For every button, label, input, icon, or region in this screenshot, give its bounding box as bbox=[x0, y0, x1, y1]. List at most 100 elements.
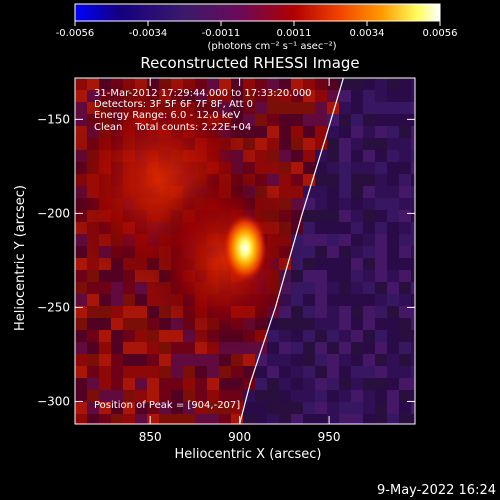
annotation-time-range: 31-Mar-2012 17:29:44.000 to 17:33:20.000 bbox=[94, 88, 312, 99]
heatmap-cell bbox=[243, 414, 255, 424]
heatmap-cell bbox=[339, 282, 351, 294]
heatmap-cell bbox=[255, 342, 267, 354]
heatmap-cell bbox=[267, 78, 279, 90]
heatmap-cell bbox=[327, 126, 339, 138]
heatmap-cell bbox=[315, 246, 327, 258]
heatmap-cell bbox=[147, 354, 159, 366]
heatmap-cell bbox=[267, 402, 279, 414]
heatmap-cell bbox=[351, 126, 363, 138]
heatmap-cell bbox=[303, 390, 315, 402]
heatmap-cell bbox=[315, 258, 327, 270]
heatmap-cell bbox=[279, 402, 291, 414]
heatmap-cell bbox=[339, 234, 351, 246]
heatmap-cell bbox=[327, 342, 339, 354]
heatmap-cell bbox=[291, 198, 303, 210]
heatmap-cell bbox=[99, 282, 111, 294]
heatmap-cell bbox=[303, 342, 315, 354]
heatmap-cell bbox=[267, 342, 279, 354]
heatmap-cell bbox=[303, 90, 315, 102]
heatmap-cell bbox=[351, 258, 363, 270]
heatmap-cell bbox=[399, 102, 411, 114]
y-axis-ticks: −300 −250 −200 −150 bbox=[37, 112, 415, 408]
heatmap-cell bbox=[399, 246, 411, 258]
plot-frame bbox=[74, 77, 416, 425]
heatmap-cell bbox=[387, 90, 399, 102]
heatmap-cell bbox=[375, 102, 387, 114]
heatmap-cell bbox=[87, 390, 99, 402]
heatmap-cell bbox=[363, 390, 375, 402]
heatmap-cell bbox=[339, 402, 351, 414]
heatmap-cell bbox=[303, 234, 315, 246]
heatmap-cell bbox=[219, 366, 231, 378]
heatmap-cell bbox=[387, 306, 399, 318]
heatmap-cell bbox=[387, 162, 399, 174]
heatmap-cell bbox=[339, 138, 351, 150]
heatmap-cell bbox=[159, 330, 171, 342]
heatmap-cell bbox=[411, 102, 415, 114]
heatmap-cell bbox=[363, 306, 375, 318]
colorbar-tick-label: 0.0011 bbox=[277, 28, 312, 39]
heatmap-cell bbox=[351, 282, 363, 294]
heatmap-cell bbox=[123, 354, 135, 366]
heatmap-cell bbox=[183, 354, 195, 366]
heatmap-cell bbox=[135, 378, 147, 390]
heatmap-cell bbox=[111, 366, 123, 378]
heatmap-cell bbox=[315, 198, 327, 210]
heatmap-cell bbox=[363, 366, 375, 378]
annotation-clean-counts: Clean Total counts: 2.22E+04 bbox=[94, 122, 251, 133]
heatmap-cell bbox=[375, 138, 387, 150]
heatmap-cell bbox=[327, 294, 339, 306]
heatmap-cell bbox=[291, 174, 303, 186]
heatmap-cell bbox=[411, 366, 415, 378]
heatmap-cell bbox=[267, 150, 279, 162]
heatmap-cell bbox=[183, 402, 195, 414]
heatmap-cell bbox=[111, 282, 123, 294]
heatmap-cell bbox=[279, 114, 291, 126]
heatmap-cell bbox=[375, 186, 387, 198]
heatmap-cell bbox=[399, 294, 411, 306]
x-tick-label: 950 bbox=[318, 430, 341, 444]
heatmap-cell bbox=[279, 354, 291, 366]
heatmap-cell bbox=[327, 330, 339, 342]
heatmap-cell bbox=[339, 114, 351, 126]
heatmap-cell bbox=[411, 126, 415, 138]
heatmap-cell bbox=[327, 270, 339, 282]
heatmap-cell bbox=[411, 90, 415, 102]
heatmap-cell bbox=[231, 90, 243, 102]
heatmap-cell bbox=[75, 258, 87, 270]
heatmap-cell bbox=[411, 234, 415, 246]
heatmap-cell bbox=[399, 90, 411, 102]
heatmap-cell bbox=[351, 294, 363, 306]
heatmap-cell bbox=[183, 342, 195, 354]
heatmap-cell bbox=[411, 246, 415, 258]
heatmap-cell bbox=[195, 402, 207, 414]
heatmap-cell bbox=[411, 150, 415, 162]
heatmap-cell bbox=[411, 222, 415, 234]
heatmap-cell bbox=[99, 318, 111, 330]
heatmap-cell bbox=[243, 378, 255, 390]
heatmap-cell bbox=[399, 282, 411, 294]
heatmap-cell bbox=[135, 390, 147, 402]
heatmap-cell bbox=[411, 402, 415, 414]
x-tick-label: 850 bbox=[139, 430, 162, 444]
heatmap-cell bbox=[363, 234, 375, 246]
heatmap-cell bbox=[387, 402, 399, 414]
heatmap-cell bbox=[291, 126, 303, 138]
heatmap-cell bbox=[147, 378, 159, 390]
heatmap-cell bbox=[399, 150, 411, 162]
heatmap-cell bbox=[375, 354, 387, 366]
heatmap-cell bbox=[375, 294, 387, 306]
peak-source bbox=[223, 214, 267, 282]
heatmap-cell bbox=[399, 306, 411, 318]
heatmap-cell bbox=[363, 138, 375, 150]
heatmap-cell bbox=[231, 414, 243, 424]
heatmap-cell bbox=[207, 402, 219, 414]
heatmap-cell bbox=[387, 126, 399, 138]
heatmap-cell bbox=[123, 378, 135, 390]
heatmap-cell bbox=[135, 318, 147, 330]
heatmap-cell bbox=[171, 390, 183, 402]
heatmap-cell bbox=[135, 414, 147, 424]
heatmap-cell bbox=[399, 210, 411, 222]
heatmap-cell bbox=[351, 222, 363, 234]
heatmap-cell bbox=[363, 114, 375, 126]
